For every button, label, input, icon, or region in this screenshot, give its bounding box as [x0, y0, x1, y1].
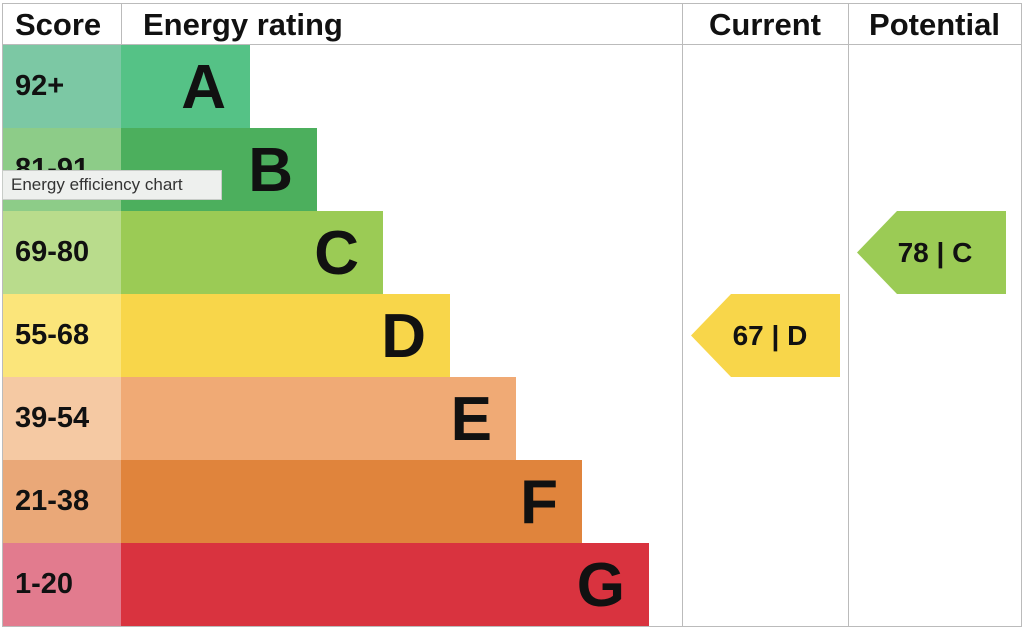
column-divider: [121, 3, 122, 45]
band-bar: G: [121, 543, 649, 626]
band-bar: A: [121, 45, 250, 128]
tooltip: Energy efficiency chart: [2, 170, 222, 200]
column-divider: [682, 3, 683, 627]
band-score: 1-20: [3, 543, 121, 626]
band-bar: C: [121, 211, 383, 294]
band-bar: B: [121, 128, 317, 211]
border: [2, 3, 3, 627]
band-score: 69-80: [3, 211, 121, 294]
current-label: 67 | D: [732, 320, 808, 351]
border: [2, 626, 1022, 627]
header-potential: Potential: [869, 7, 1000, 42]
header-score: Score: [15, 7, 102, 42]
band-score: 39-54: [3, 377, 121, 460]
band-score: 92+: [3, 45, 121, 128]
potential-label: 78 | C: [897, 237, 973, 268]
header-rating: Energy rating: [143, 7, 343, 42]
band-score: 55-68: [3, 294, 121, 377]
band-score: 21-38: [3, 460, 121, 543]
band-bar: D: [121, 294, 450, 377]
column-divider: [848, 3, 849, 627]
band-bar: F: [121, 460, 582, 543]
potential-arrow: [857, 211, 1006, 294]
header-current: Current: [709, 7, 821, 42]
band-bar: E: [121, 377, 516, 460]
header-divider: [2, 44, 1022, 45]
border: [2, 3, 1022, 4]
border: [1021, 3, 1022, 627]
current-arrow: [691, 294, 840, 377]
